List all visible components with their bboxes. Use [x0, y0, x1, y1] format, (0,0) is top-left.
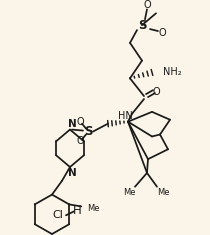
Text: S: S	[84, 125, 92, 138]
Text: N: N	[68, 119, 76, 129]
Text: O: O	[143, 0, 151, 10]
Text: HN: HN	[118, 111, 132, 121]
Text: H: H	[73, 204, 81, 217]
Text: NH₂: NH₂	[163, 67, 182, 77]
Text: N: N	[68, 168, 76, 178]
Text: O: O	[76, 117, 84, 127]
Text: Me: Me	[87, 204, 100, 213]
Text: Cl: Cl	[52, 210, 63, 220]
Text: O: O	[152, 87, 160, 97]
Text: O: O	[158, 28, 166, 38]
Text: S: S	[138, 19, 146, 32]
Text: Me: Me	[157, 188, 169, 197]
Text: O: O	[76, 136, 84, 146]
Text: Me: Me	[123, 188, 135, 197]
